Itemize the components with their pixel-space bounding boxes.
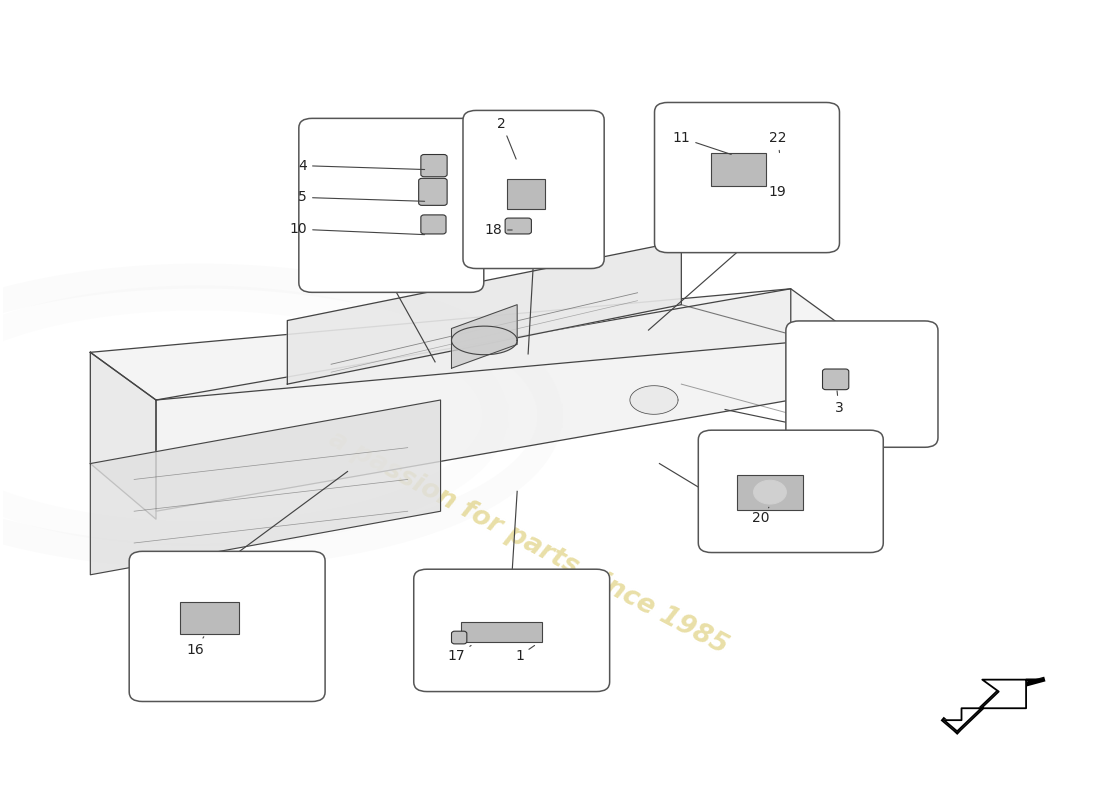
FancyBboxPatch shape	[785, 321, 938, 447]
FancyBboxPatch shape	[419, 178, 447, 206]
Polygon shape	[90, 400, 441, 574]
FancyBboxPatch shape	[507, 179, 544, 209]
FancyBboxPatch shape	[421, 154, 447, 177]
FancyBboxPatch shape	[421, 215, 446, 234]
Circle shape	[754, 480, 786, 504]
Text: 4: 4	[298, 158, 425, 173]
Text: a passion for parts since 1985: a passion for parts since 1985	[324, 426, 733, 660]
FancyBboxPatch shape	[129, 551, 326, 702]
FancyBboxPatch shape	[737, 474, 803, 510]
FancyBboxPatch shape	[711, 153, 766, 186]
Polygon shape	[90, 289, 857, 400]
FancyBboxPatch shape	[180, 602, 239, 634]
Polygon shape	[156, 289, 791, 511]
FancyBboxPatch shape	[451, 631, 466, 644]
FancyBboxPatch shape	[414, 570, 609, 691]
Polygon shape	[451, 305, 517, 368]
FancyBboxPatch shape	[299, 118, 484, 292]
Polygon shape	[90, 352, 156, 519]
FancyBboxPatch shape	[823, 369, 849, 390]
FancyBboxPatch shape	[461, 622, 542, 642]
Text: 22: 22	[769, 131, 786, 153]
Text: 10: 10	[289, 222, 425, 236]
FancyBboxPatch shape	[698, 430, 883, 553]
Polygon shape	[630, 386, 678, 414]
Text: 1: 1	[515, 646, 535, 663]
Text: 2: 2	[497, 117, 516, 159]
Text: 20: 20	[752, 507, 770, 525]
Text: 17: 17	[447, 646, 471, 663]
Text: 18: 18	[484, 223, 513, 237]
Polygon shape	[451, 326, 517, 354]
FancyBboxPatch shape	[463, 110, 604, 269]
Text: 16: 16	[187, 637, 205, 658]
Text: 19: 19	[769, 185, 786, 199]
FancyBboxPatch shape	[505, 218, 531, 234]
FancyBboxPatch shape	[654, 102, 839, 253]
Polygon shape	[287, 241, 681, 384]
Text: 11: 11	[672, 131, 732, 154]
Polygon shape	[944, 680, 1043, 731]
Text: 5: 5	[298, 190, 425, 205]
Text: 3: 3	[835, 391, 844, 415]
